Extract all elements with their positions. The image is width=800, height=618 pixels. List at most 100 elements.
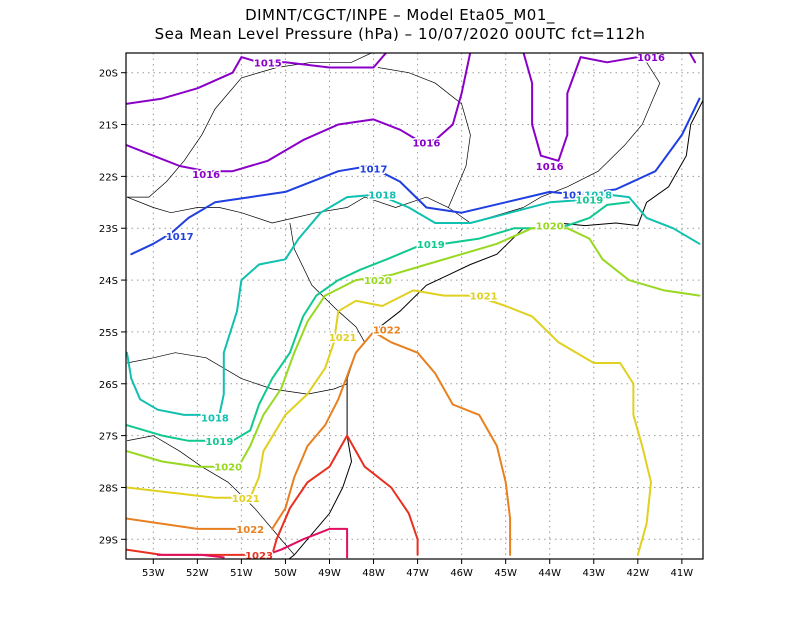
isobar-label-halo: 1016 [412,139,440,150]
isobar-1019 [231,201,630,442]
state-border [523,62,661,208]
lon-tick-label: 41W [671,568,694,579]
isobar-label: 1017 [166,232,194,243]
lat-tick-label: 23S [99,224,118,235]
lon-tick-label: 53W [142,568,165,579]
isobar-label-halo: 1021 [232,494,260,505]
isobar-1016 [522,53,697,162]
isobar-label: 1017 [360,165,388,176]
isobar-label: 1016 [192,170,220,181]
isobar-label: 1020 [214,463,242,474]
isobar-1021 [126,486,238,499]
lon-tick-label: 50W [274,568,297,579]
isobar-1016 [126,53,472,173]
lat-tick-label: 27S [99,432,118,443]
isobar-label: 1018 [201,413,229,424]
isobar-label-halo: 1019 [205,437,233,448]
isobar-label-halo: 1017 [562,191,590,202]
isobar-1017 [130,97,701,256]
isobar-1015 [126,53,388,105]
lat-tick-label: 28S [99,483,118,494]
isobar-1018 [218,193,701,416]
isobar-label-halo: 1017 [360,165,388,176]
lon-tick-label: 45W [494,568,517,579]
geography [126,53,703,559]
isobar-label: 1016 [412,139,440,150]
isobar-label-halo: 1018 [201,413,229,424]
isobar-label: 1023 [245,551,273,562]
lon-tick-label: 44W [538,568,561,579]
isobar-label-halo: 1015 [254,58,282,69]
isobar-1020 [126,450,221,468]
isobar-label: 1019 [575,196,603,207]
isobar-label: 1020 [364,276,392,287]
isobar-label-halo: 1019 [417,240,445,251]
graticule [126,53,703,559]
isobar-1021 [249,289,652,556]
isobar-1022 [271,330,512,556]
state-border [126,435,295,556]
isobar-label-halo: 1022 [373,325,401,336]
isobar-label-halo: 1022 [236,525,264,536]
title-line-2: Sea Mean Level Pressure (hPa) – 10/07/20… [154,25,646,43]
isobar-1024 [258,527,349,559]
isobar-label-halo: 1016 [192,170,220,181]
isobar-label-halo: 1018 [584,191,612,202]
lon-tick-label: 48W [362,568,385,579]
lon-tick-label: 46W [450,568,473,579]
lat-tick-label: 22S [99,172,118,183]
plot-frame [125,52,704,560]
isobar-1023 [271,434,419,556]
isobar-label: 1018 [368,191,396,202]
lon-tick-label: 51W [230,568,253,579]
title-line-1: DIMNT/CGCT/INPE – Model Eta05_M01_ [245,6,555,24]
map-title: DIMNT/CGCT/INPE – Model Eta05_M01_ Sea M… [0,6,800,44]
isobar-labels: 1015101510161016101610161016101610161016… [164,52,666,564]
isobar-label: 1016 [637,53,665,64]
isobar-label-halo: 1020 [536,222,564,233]
isobar-label-halo: 1018 [368,191,396,202]
isobar-1020 [240,227,701,463]
coastline [288,227,524,559]
isobar-label-halo: 1021 [470,292,498,303]
isobar-1024 [156,553,225,559]
lat-tick-label: 24S [99,276,118,287]
axis-ticks: 53W 52W 51W 50W 49W 48W 47W 46W 45W 44W 43W 42W 41W 2… [99,69,693,579]
isobar-label: 1015 [254,58,282,69]
lat-tick-label: 29S [99,535,118,546]
state-border [377,67,471,208]
isobar-label: 1021 [232,494,260,505]
lat-tick-label: 21S [99,121,118,132]
lon-tick-label: 49W [318,568,341,579]
lat-tick-label: 26S [99,380,118,391]
isobar-label: 1022 [236,525,264,536]
isobar-label-halo: 1019 [575,196,603,207]
isobar-label: 1020 [536,222,564,233]
isobar-1022 [126,517,243,530]
isobars [126,53,701,559]
isobar-label: 1017 [562,191,590,202]
isobar-label-halo: 1016 [536,162,564,173]
isobar-label: 1016 [536,162,564,173]
isobar-label-halo: 1020 [214,463,242,474]
coastline [523,99,703,229]
isobar-label: 1022 [373,325,401,336]
isobar-label-halo: 1021 [329,333,357,344]
isobar-label: 1019 [417,240,445,251]
isobar-label: 1021 [470,292,498,303]
lon-tick-label: 42W [626,568,649,579]
lon-tick-label: 43W [582,568,605,579]
isobar-label: 1021 [329,333,357,344]
state-border [126,352,348,395]
isobar-label: 1018 [584,191,612,202]
isobar-1019 [126,424,212,442]
lat-tick-label: 25S [99,328,118,339]
isobar-1018 [126,351,208,416]
lat-tick-label: 20S [99,69,118,80]
state-border [126,53,373,198]
lon-tick-label: 47W [406,568,429,579]
isobar-label: 1019 [205,437,233,448]
isobar-label-halo: 1020 [364,276,392,287]
isobar-label-halo: 1016 [637,53,665,64]
